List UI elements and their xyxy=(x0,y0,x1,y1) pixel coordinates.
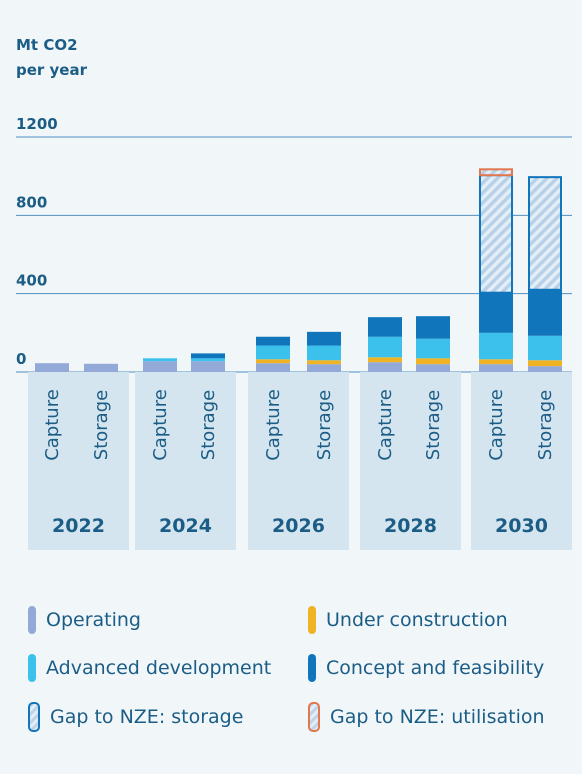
legend-item-gap-utilisation: Gap to NZE: utilisation xyxy=(308,702,545,732)
bar-segment-concept-and-feasibility-2028-capture xyxy=(368,317,402,337)
bar-segment-under-construction-2028-capture xyxy=(368,357,402,363)
x-sub-label: Storage xyxy=(91,390,112,460)
bar-segment-advanced-development-2024-capture xyxy=(143,358,177,362)
legend-swatch-operating xyxy=(28,606,36,634)
x-sub-label: Storage xyxy=(314,390,335,460)
bar-segment-advanced-development-2024-storage xyxy=(191,358,225,362)
bar-segment-advanced-development-2030-storage xyxy=(528,335,562,361)
bar-segment-operating-2026-capture xyxy=(256,363,290,372)
x-sub-label: Capture xyxy=(263,389,284,461)
bar-segment-operating-2030-capture xyxy=(479,364,513,372)
legend-swatch-concept-and-feasibility xyxy=(308,654,316,682)
legend-item-advanced-development: Advanced development xyxy=(28,654,271,682)
category-band-2030 xyxy=(471,372,572,550)
bar-segment-gap-utilisation-2030-capture xyxy=(479,168,513,177)
x-group-label: 2026 xyxy=(272,515,325,537)
legend-swatch-gap-storage xyxy=(28,702,40,732)
legend-swatch-under-construction xyxy=(308,606,316,634)
legend-label: Concept and feasibility xyxy=(326,657,545,679)
legend-label: Under construction xyxy=(326,609,508,631)
legend-item-under-construction: Under construction xyxy=(308,606,508,634)
y-axis-label-line1: Mt CO2 xyxy=(16,36,78,54)
x-sub-label: Storage xyxy=(198,390,219,460)
bar-segment-concept-and-feasibility-2026-capture xyxy=(256,336,290,346)
y-tick-label: 1200 xyxy=(16,115,58,133)
legend-swatch-advanced-development xyxy=(28,654,36,682)
bar-segment-advanced-development-2028-capture xyxy=(368,336,402,358)
bar-segment-concept-and-feasibility-2026-storage xyxy=(307,331,341,346)
chart-svg: Mt CO2 per year 0 400 800 1200 2022 Capture S… xyxy=(16,36,572,550)
bar-segment-operating-2024-capture xyxy=(143,361,177,372)
legend-label: Gap to NZE: storage xyxy=(50,706,244,728)
x-group-label: 2024 xyxy=(159,515,212,537)
bar-segment-advanced-development-2030-capture xyxy=(479,332,513,360)
category-band-2024 xyxy=(135,372,236,550)
bar-segment-operating-2028-storage xyxy=(416,364,450,372)
bar-segment-under-construction-2026-storage xyxy=(307,360,341,365)
category-band-2026 xyxy=(248,372,349,550)
category-band-2028 xyxy=(360,372,461,550)
x-sub-label: Capture xyxy=(150,389,171,461)
bar-segment-operating-2024-storage xyxy=(191,361,225,372)
bar-segment-operating-2028-capture xyxy=(368,362,402,372)
legend: Operating Under construction Advanced de… xyxy=(0,592,582,752)
bar-segment-under-construction-2028-storage xyxy=(416,358,450,365)
legend-item-operating: Operating xyxy=(28,606,141,634)
bar-segment-under-construction-2030-capture xyxy=(479,359,513,365)
y-tick-label: 0 xyxy=(16,350,26,368)
x-group-label: 2030 xyxy=(495,515,548,537)
legend-item-gap-storage: Gap to NZE: storage xyxy=(28,702,243,732)
category-band-2022 xyxy=(28,372,129,550)
x-sub-label: Storage xyxy=(423,390,444,460)
legend-label: Gap to NZE: utilisation xyxy=(330,706,545,728)
bar-segment-concept-and-feasibility-2028-storage xyxy=(416,316,450,339)
bar-segment-operating-2022-storage xyxy=(84,363,118,372)
bar-segment-advanced-development-2028-storage xyxy=(416,338,450,359)
x-sub-label: Capture xyxy=(42,389,63,461)
legend-label: Advanced development xyxy=(46,657,272,679)
bar-segment-concept-and-feasibility-2024-storage xyxy=(191,353,225,359)
bar-segment-concept-and-feasibility-2030-storage xyxy=(528,289,562,336)
bar-segment-concept-and-feasibility-2030-capture xyxy=(479,292,513,333)
bar-segment-gap-storage-2030-storage xyxy=(528,176,562,291)
x-sub-label: Capture xyxy=(486,389,507,461)
x-group-label: 2028 xyxy=(384,515,437,537)
x-sub-label: Storage xyxy=(535,390,556,460)
legend-swatch-gap-utilisation xyxy=(308,702,320,732)
bar-segment-under-construction-2026-capture xyxy=(256,359,290,364)
x-group-label: 2022 xyxy=(52,515,105,537)
y-tick-label: 400 xyxy=(16,272,47,290)
y-axis-label-line2: per year xyxy=(16,61,88,79)
bar-segment-operating-2022-capture xyxy=(35,363,69,372)
bar-segment-operating-2030-storage xyxy=(528,366,562,372)
bar-segment-advanced-development-2026-capture xyxy=(256,345,290,360)
bar-segment-advanced-development-2026-storage xyxy=(307,345,341,361)
bar-segment-operating-2026-storage xyxy=(307,364,341,372)
legend-label: Operating xyxy=(46,609,141,631)
legend-item-concept-and-feasibility: Concept and feasibility xyxy=(308,654,544,682)
x-sub-label: Capture xyxy=(375,389,396,461)
bar-segment-gap-storage-2030-capture xyxy=(479,174,513,294)
bar-segment-under-construction-2030-storage xyxy=(528,360,562,367)
y-tick-label: 800 xyxy=(16,193,47,211)
